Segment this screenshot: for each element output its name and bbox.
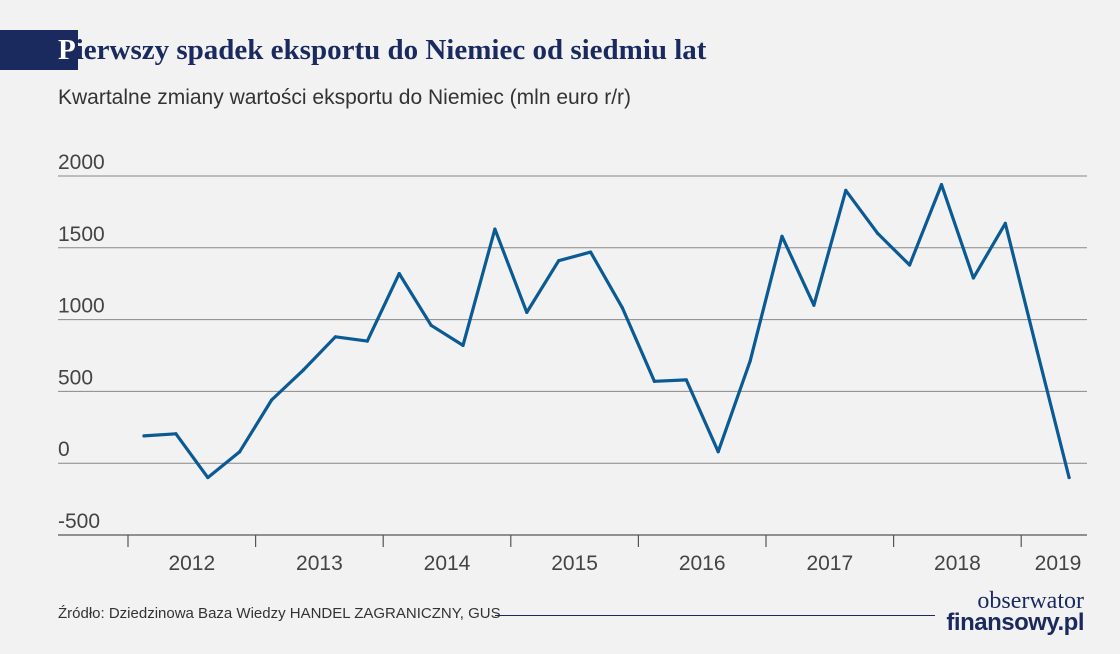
- data-point: [493, 227, 497, 231]
- data-point: [461, 343, 465, 348]
- brand-logo: obserwator finansowy.pl: [946, 588, 1084, 636]
- x-tick-label: 2019: [1035, 552, 1082, 575]
- data-point: [748, 359, 752, 363]
- y-tick-label: 0: [58, 438, 70, 461]
- x-tick-label: 2016: [679, 552, 726, 575]
- data-point: [206, 475, 210, 480]
- y-tick-label: 1000: [58, 295, 105, 318]
- data-point: [525, 310, 529, 315]
- series-line: [142, 183, 1071, 480]
- data-point: [780, 234, 784, 238]
- data-point: [620, 306, 625, 310]
- data-point: [652, 379, 657, 383]
- title-accent-bar: [0, 30, 78, 70]
- data-point: [238, 450, 242, 454]
- data-point: [908, 263, 912, 267]
- data-point: [1067, 475, 1071, 480]
- data-point: [397, 272, 401, 276]
- data-point: [301, 368, 306, 372]
- logo-line-1: obserwator: [977, 588, 1084, 614]
- data-point: [142, 434, 146, 438]
- title-rest: ierwszy spadek eksportu do Niemiec od si…: [75, 34, 707, 66]
- data-point: [1003, 221, 1007, 225]
- data-point: [365, 339, 369, 343]
- data-point: [939, 183, 944, 187]
- data-point: [270, 398, 274, 402]
- x-tick-label: 2013: [296, 552, 343, 575]
- data-point: [1035, 349, 1039, 353]
- x-tick-label: 2017: [806, 552, 853, 575]
- x-tick-label: 2018: [934, 552, 981, 575]
- x-tick-label: 2012: [168, 552, 215, 575]
- data-point: [971, 276, 976, 280]
- x-tick-label: 2015: [551, 552, 598, 575]
- y-tick-label: -500: [58, 510, 100, 533]
- data-point: [812, 303, 816, 307]
- chart-title: Pierwszy spadek eksportu do Niemiec od s…: [58, 30, 706, 70]
- data-point: [684, 378, 688, 382]
- y-tick-label: 1500: [58, 223, 105, 246]
- x-tick-label: 2014: [424, 552, 471, 575]
- logo-line-2: finansowy.pl: [946, 609, 1084, 636]
- chart-subtitle: Kwartalne zmiany wartości eksportu do Ni…: [58, 86, 632, 109]
- data-point: [557, 259, 561, 263]
- data-point: [589, 250, 593, 254]
- y-tick-label: 500: [58, 366, 93, 389]
- data-point: [174, 432, 178, 436]
- title-first-letter: P: [58, 34, 76, 66]
- data-point: [844, 188, 848, 192]
- data-point: [333, 335, 337, 339]
- data-point: [876, 231, 880, 236]
- source-note: Źródło: Dziedzinowa Baza Wiedzy HANDEL Z…: [58, 605, 501, 622]
- data-point: [429, 323, 433, 327]
- source-divider: [495, 615, 935, 616]
- data-point: [716, 450, 720, 454]
- y-tick-label: 2000: [58, 151, 105, 174]
